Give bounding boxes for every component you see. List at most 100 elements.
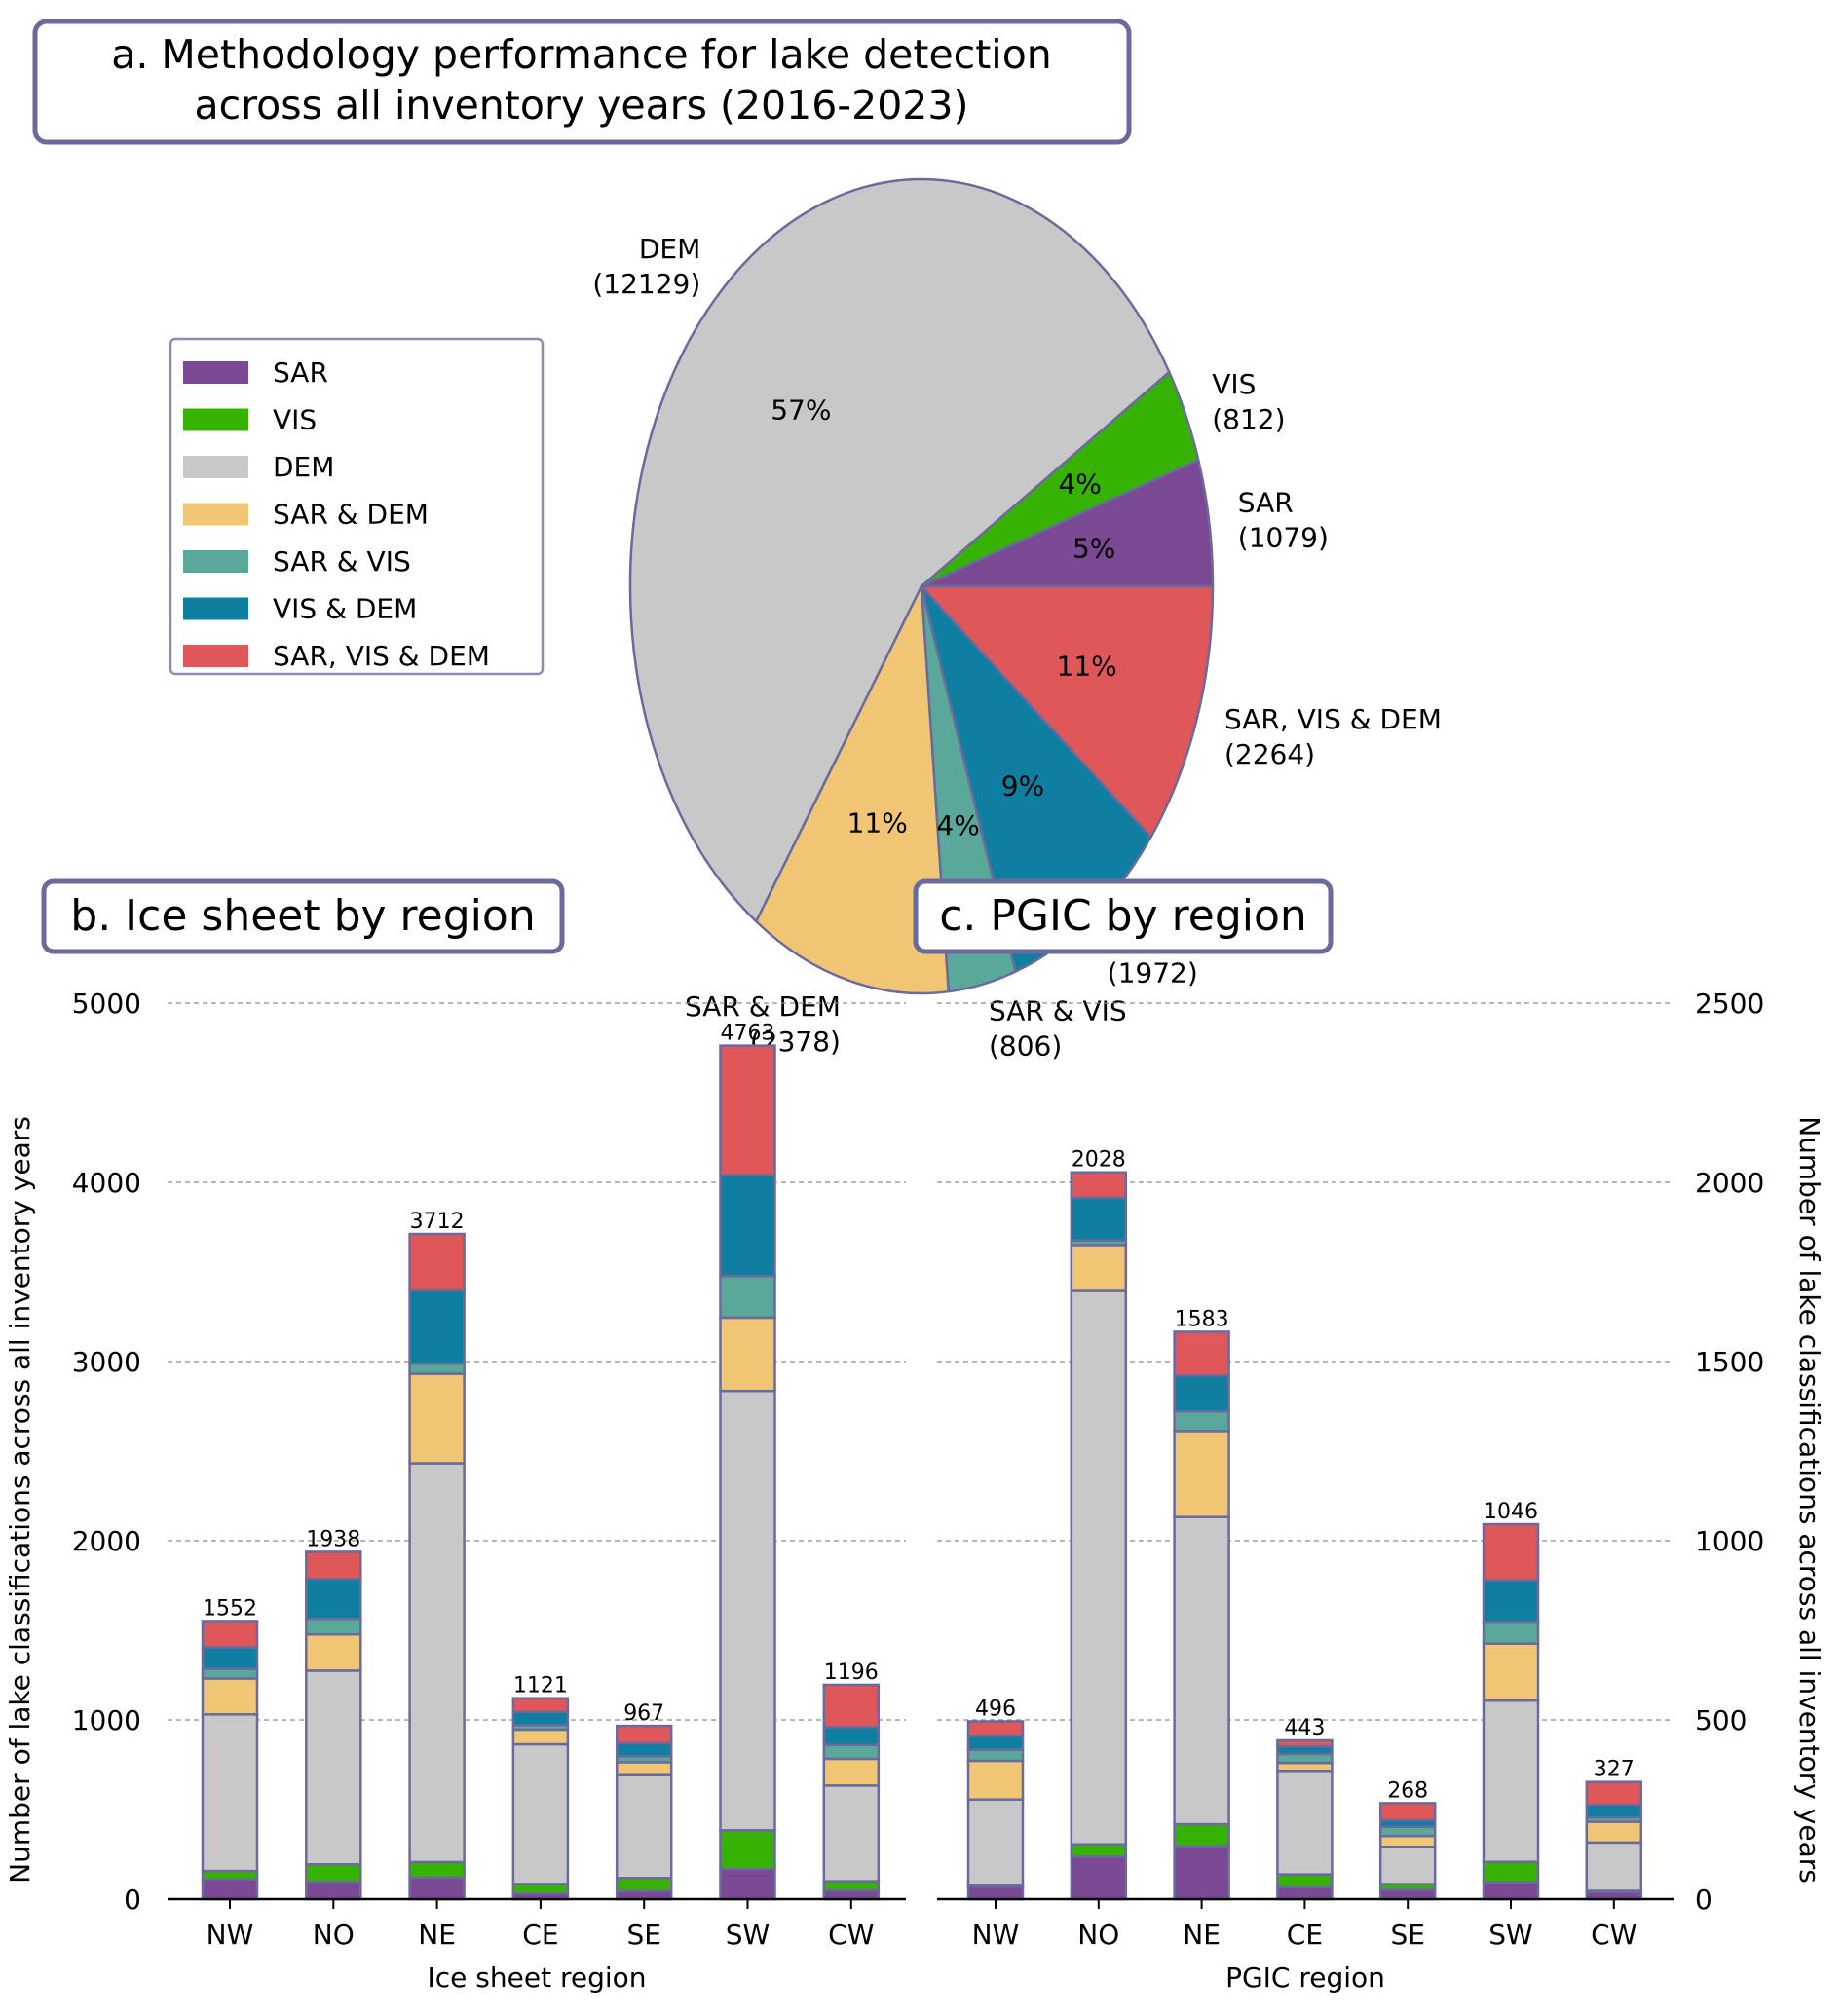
bar-segment-ne-sar-dem (408, 1372, 466, 1465)
pie-percent-sar-vis-dem: 11% (1057, 651, 1117, 683)
bar-segment-no-sar-dem (1070, 1244, 1128, 1292)
y-tick-label: 2500 (1695, 988, 1764, 1020)
bar-segment-no-sar (305, 1880, 362, 1901)
bar-segment-sw-sar-vis (719, 1274, 776, 1320)
bar-segment-cw-dem (822, 1784, 881, 1883)
bar-segment-ce-sar-vis-dem (1276, 1738, 1334, 1748)
bar-segment-cw-dem (1585, 1841, 1643, 1892)
bar-segment-se-sar-dem (1378, 1834, 1437, 1848)
pie-count-dem: (12129) (592, 268, 700, 300)
ice-sheet-bar-chart: 0 1000 2000 3000 4000 5000 1552 NW 1938 NO 3712 NE 1… (4, 988, 906, 1994)
bar-segment-sw-vis (719, 1829, 776, 1871)
bar-segment-se-sar-vis (1378, 1825, 1437, 1838)
x-tick-label-ne: NE (1183, 1919, 1221, 1951)
bar-total-label-no: 1938 (306, 1527, 360, 1551)
pie-title-line-1: a. Methodology performance for lake dete… (111, 31, 1052, 78)
x-tick-label-no: NO (313, 1919, 355, 1951)
legend-label-vis: VIS (273, 404, 317, 436)
bar-total-label-nw: 496 (975, 1697, 1016, 1721)
bar-segment-se-vis (615, 1877, 673, 1892)
bar-segment-sw-sar (719, 1867, 776, 1901)
bar-total-label-nw: 1552 (203, 1596, 257, 1621)
y-tick-label: 5000 (72, 988, 141, 1020)
legend-swatch-vis (183, 408, 248, 431)
bar-segment-no-vis (1070, 1843, 1128, 1858)
bar-segment-no-dem (305, 1669, 362, 1866)
bar-segment-ne-dem (1173, 1515, 1230, 1826)
bar-segment-cw-sar-dem (822, 1757, 881, 1787)
bar-segment-cw-sar-vis-dem (1585, 1780, 1643, 1807)
bar-total-label-ne: 3712 (410, 1210, 465, 1234)
y-tick-label: 0 (1695, 1884, 1712, 1916)
legend-swatch-sar (183, 361, 248, 384)
bar-segment-nw-sar-vis (201, 1667, 259, 1680)
y-tick-label: 3000 (72, 1346, 141, 1378)
pie-label-vis: VIS (1212, 368, 1256, 400)
bar-total-label-sw: 1046 (1484, 1500, 1538, 1524)
bar-segment-ce-sar-vis-dem (511, 1697, 570, 1713)
y-tick-label: 4000 (72, 1167, 141, 1199)
bar-segment-ne-vis-dem (408, 1288, 466, 1365)
legend-swatch-sar-vis-dem (183, 645, 248, 667)
pie-percent-dem: 57% (771, 393, 831, 426)
legend-swatch-sar-vis (183, 550, 248, 573)
bar-segment-nw-dem (201, 1713, 259, 1873)
bar-segment-ce-dem (511, 1742, 570, 1885)
x-tick-label-ce: CE (1287, 1919, 1323, 1951)
bar-segment-cw-vis-dem (1585, 1803, 1643, 1819)
bar-segment-se-sar-vis-dem (1378, 1802, 1437, 1822)
y-tick-label: 1000 (1695, 1525, 1764, 1557)
pie-slice-sar-vis-dem (920, 584, 1215, 839)
bar-segment-no-vis (305, 1863, 362, 1884)
y-tick-label: 1500 (1695, 1346, 1764, 1378)
bar-segment-nw-vis-dem (201, 1646, 259, 1670)
bar-segment-ne-sar (408, 1876, 466, 1901)
y-tick-label: 1000 (72, 1704, 141, 1736)
pie-label-dem: DEM (639, 233, 700, 265)
bar-segment-sw-dem (719, 1389, 776, 1832)
pie-count-vis-dem: (1972) (1108, 957, 1198, 989)
pie-count-sar-vis: (806) (989, 1030, 1062, 1063)
y-axis-label: Number of lake classifications across al… (4, 1116, 36, 1884)
bar-segment-ne-sar-vis-dem (408, 1232, 466, 1292)
x-axis-label: PGIC region (1225, 1961, 1385, 1994)
pie-count-sar: (1079) (1238, 522, 1329, 554)
bar-segment-no-vis-dem (305, 1577, 362, 1621)
pie-label-sar-dem: SAR & DEM (685, 990, 841, 1023)
panel-b-title-box: b. Ice sheet by region (41, 878, 565, 954)
bar-segment-cw-sar-vis (822, 1743, 881, 1761)
bar-segment-nw-sar (201, 1878, 259, 1901)
bar-segment-cw-vis-dem (822, 1726, 881, 1746)
legend-label-dem: DEM (273, 451, 334, 483)
pie-title-line-2: across all inventory years (2016-2023) (195, 82, 969, 129)
bar-segment-no-sar-vis (305, 1617, 362, 1636)
bar-total-label-ne: 1583 (1175, 1307, 1229, 1331)
bar-segment-ne-sar (1173, 1845, 1230, 1901)
bar-segment-sw-sar (1482, 1881, 1540, 1901)
bar-segment-cw-sar (822, 1888, 881, 1901)
bar-segment-nw-vis (201, 1869, 259, 1882)
y-tick-label: 2000 (72, 1525, 141, 1557)
x-tick-label-cw: CW (1591, 1919, 1636, 1951)
bar-segment-cw-vis (822, 1880, 881, 1892)
pie-percent-sar-dem: 11% (847, 807, 908, 840)
bar-segment-ce-vis-dem (511, 1710, 570, 1727)
bar-segment-nw-sar-dem (966, 1759, 1025, 1801)
x-tick-label-nw: NW (207, 1919, 254, 1951)
bar-segment-no-dem (1070, 1289, 1128, 1846)
bar-segment-ce-dem (1276, 1770, 1334, 1876)
pie-slice-dem (628, 177, 1171, 923)
bar-segment-se-sar (1378, 1888, 1437, 1901)
bar-total-label-se: 967 (623, 1701, 664, 1726)
bar-total-label-no: 2028 (1072, 1148, 1126, 1173)
panel-c-title: c. PGIC by region (939, 891, 1307, 941)
bar-segment-ce-sar-vis (1276, 1752, 1334, 1765)
panel-b-title: b. Ice sheet by region (70, 891, 535, 941)
x-axis-label: Ice sheet region (428, 1961, 647, 1994)
y-tick-label: 500 (1695, 1704, 1747, 1736)
y-axis-label: Number of lake classifications across al… (1793, 1116, 1825, 1884)
x-tick-label-ce: CE (522, 1919, 558, 1951)
bar-segment-no-sar-vis-dem (305, 1550, 362, 1581)
pie-percent-vis-dem: 9% (1001, 769, 1044, 802)
bar-segment-ce-sar-dem (511, 1728, 570, 1746)
